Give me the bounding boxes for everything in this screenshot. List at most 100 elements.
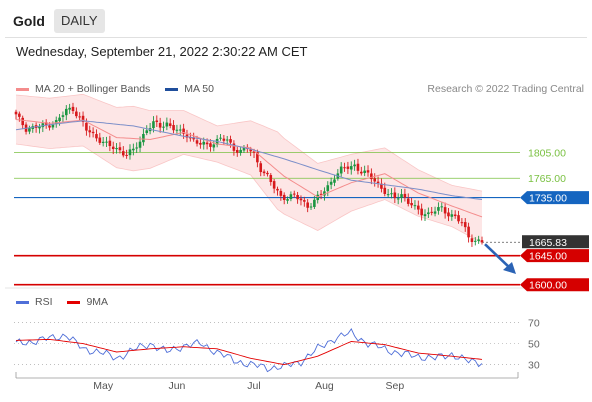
candle <box>360 166 363 176</box>
candle-body <box>121 151 125 156</box>
candle-body <box>433 211 437 214</box>
candle <box>463 218 467 232</box>
candle <box>346 161 350 174</box>
level-tag-1600.00 <box>520 278 589 292</box>
ma50-swatch-icon <box>165 87 179 91</box>
candle-body <box>346 166 350 169</box>
candle-body <box>242 147 246 151</box>
rsi-legend: RSI 9MA <box>16 296 120 308</box>
legend-item-bollinger: MA 20 + Bollinger Bands <box>16 83 150 95</box>
candle <box>279 188 283 201</box>
candle-body <box>142 133 145 143</box>
candle <box>269 173 273 186</box>
candle-body <box>222 138 226 141</box>
candle <box>339 162 343 177</box>
candle-body <box>105 141 108 143</box>
candle-body <box>467 226 470 238</box>
month-label-may: May <box>93 380 114 392</box>
candle <box>108 135 112 152</box>
candle-body <box>306 202 309 208</box>
candle-body <box>356 163 360 171</box>
level-tag-1645.00 <box>520 249 589 263</box>
candle <box>101 137 105 147</box>
candle-body <box>152 121 155 129</box>
candle-body <box>182 128 185 134</box>
candle-body <box>95 134 98 139</box>
candle <box>142 128 145 146</box>
candle-body <box>78 116 81 118</box>
candle <box>118 142 122 154</box>
candle-body <box>480 240 484 243</box>
candle-body <box>44 122 48 125</box>
legend-item-rsi: RSI <box>16 296 53 308</box>
candle-body <box>115 148 118 150</box>
candle <box>453 210 457 219</box>
candle-body <box>235 150 239 153</box>
bollinger-swatch-icon <box>16 87 29 91</box>
candle <box>386 188 390 198</box>
candle-body <box>376 181 380 184</box>
candle-body <box>423 214 427 217</box>
candle <box>396 193 400 205</box>
candle <box>423 209 427 221</box>
current-price-tag <box>522 235 589 249</box>
candle <box>440 201 444 212</box>
price-panel: 1805.00 1765.00 1735.00 1645.00 1600.00 1665.… <box>14 93 589 292</box>
timeframe-tab-daily[interactable]: DAILY <box>54 9 105 33</box>
candle-body <box>128 149 132 156</box>
candle <box>132 143 135 156</box>
candle-body <box>14 111 18 115</box>
candle <box>433 206 437 217</box>
bollinger-lower-line <box>15 143 483 244</box>
candle <box>54 116 58 128</box>
candle <box>61 111 65 123</box>
candle <box>235 146 239 157</box>
candle-body <box>51 124 55 128</box>
rsi-tick-label-50: 50 <box>528 339 540 351</box>
legend-label-ma50: MA 50 <box>184 83 214 95</box>
forecast-arrow-line <box>484 243 511 269</box>
candle-body <box>457 215 460 222</box>
candle <box>282 192 286 205</box>
candle-body <box>450 214 454 217</box>
candle-body <box>463 222 467 228</box>
candle <box>380 178 383 193</box>
candle <box>199 138 202 149</box>
candle-body <box>212 144 216 148</box>
candle <box>457 210 460 224</box>
candle <box>158 117 162 133</box>
candle-body <box>272 181 276 189</box>
candle-body <box>178 129 182 131</box>
candle-body <box>81 115 85 122</box>
price-legend: MA 20 + Bollinger Bands MA 50 <box>16 83 226 95</box>
candle-body <box>85 122 88 131</box>
candle-body <box>420 208 423 216</box>
candle <box>410 197 413 209</box>
candle-body <box>202 141 206 145</box>
candle <box>403 188 407 202</box>
candle-body <box>259 163 263 173</box>
candle-body <box>292 193 296 195</box>
candle-body <box>252 151 256 153</box>
candle-body <box>68 107 71 110</box>
candle-body <box>256 152 259 163</box>
month-label-jul: Jul <box>247 380 260 392</box>
candle-body <box>205 142 209 145</box>
candle-body <box>101 141 105 143</box>
candle <box>168 118 172 129</box>
candle-body <box>453 214 457 217</box>
candle-body <box>303 200 306 202</box>
candle-body <box>400 194 403 198</box>
candle-body <box>440 206 444 208</box>
candle-body <box>88 130 92 133</box>
candle-body <box>363 170 366 173</box>
candle <box>259 160 263 177</box>
candle <box>195 135 199 147</box>
candle <box>353 159 356 171</box>
candle-body <box>413 205 417 207</box>
candle-body <box>111 146 115 150</box>
candle-body <box>383 187 387 194</box>
candle <box>98 132 102 145</box>
candle <box>370 168 373 185</box>
